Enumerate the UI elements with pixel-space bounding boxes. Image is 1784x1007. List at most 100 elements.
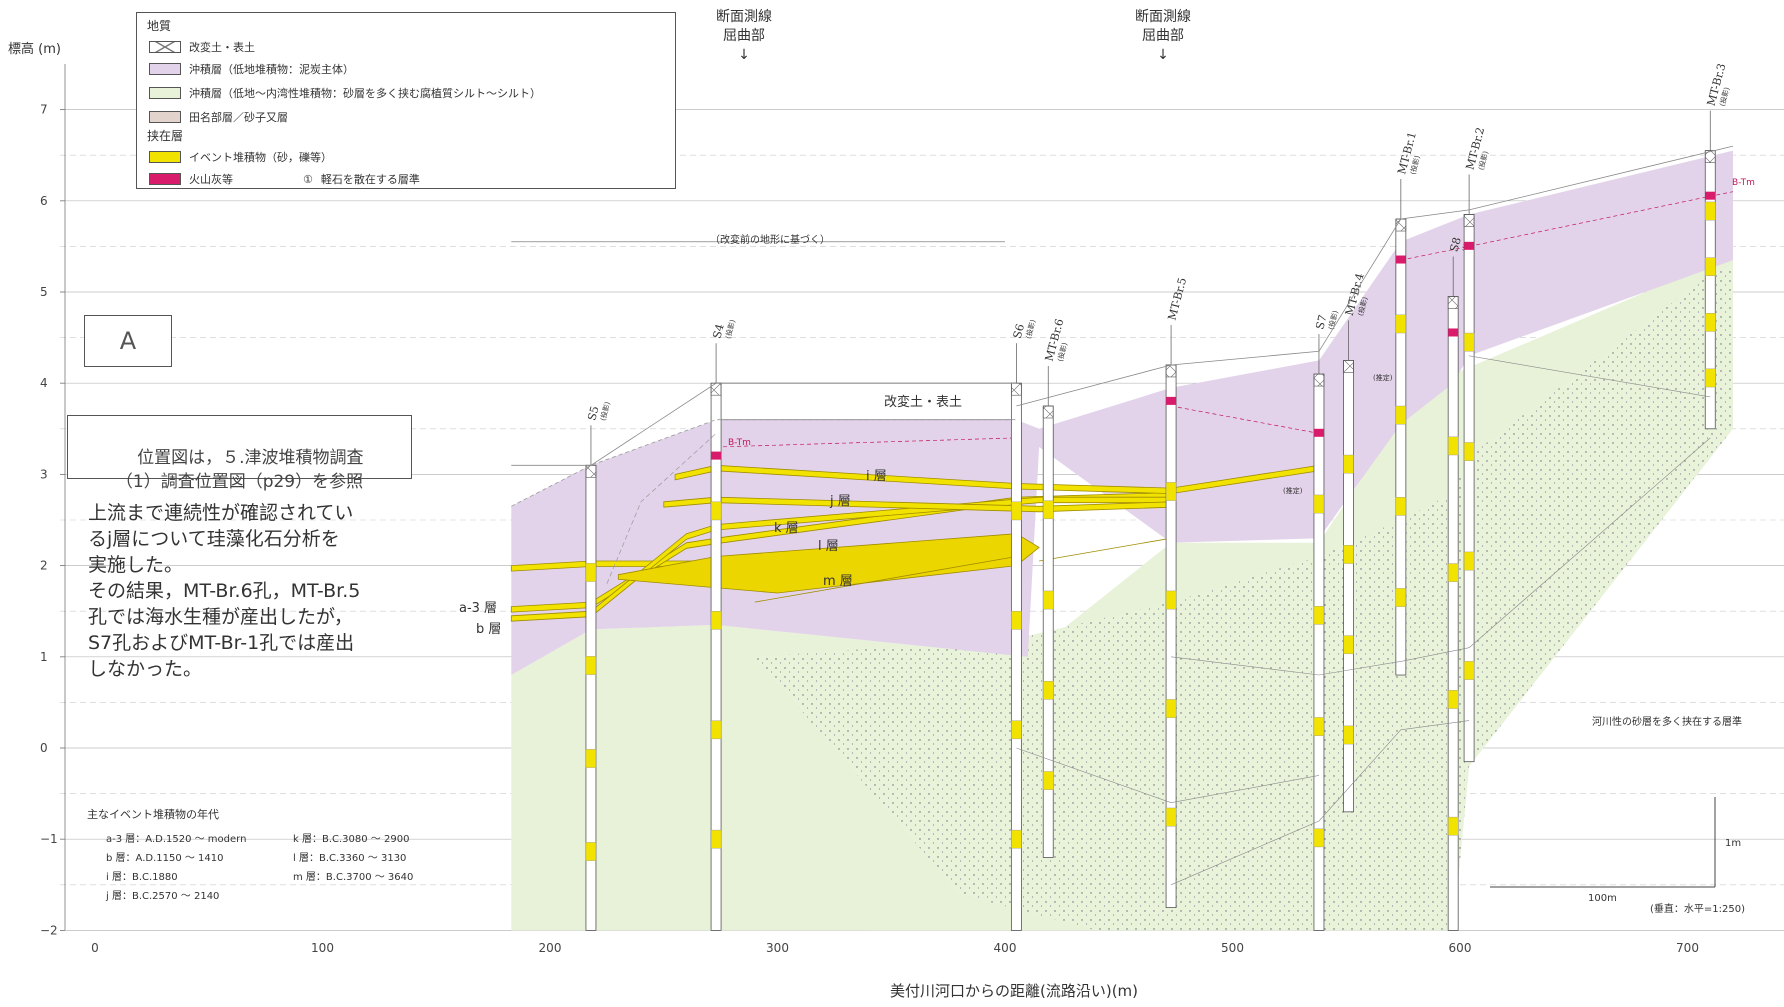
borehole-sand-segment [1313,828,1325,848]
borehole-sand-segment [1313,717,1325,736]
fill-swatch-icon [149,41,181,53]
diatom-analysis-note: 上流まで連続性が確認されてい るj層について珪藻化石分析を 実施した。 その結果… [88,502,361,680]
borehole-sand-segment [1705,368,1716,388]
borehole-sand-segment [1463,442,1475,461]
layer-label-a3: a-3 層 [459,601,498,616]
borehole-sand-segment [1343,545,1354,564]
layer-label-i: i 層 [866,469,887,484]
age-l: l 層：B.C.3360 〜 3130 [293,853,407,864]
borehole-label: S7 [1313,313,1329,330]
peat-top-line [511,419,1017,507]
borehole-sand-segment [1011,829,1022,849]
borehole-label: S6 [1011,323,1027,340]
event-layer-wedge [617,533,1040,594]
x-tick-label: 600 [1449,941,1472,955]
borehole-sand-segment [1313,605,1325,625]
borehole-fill-soil [1343,360,1354,373]
borehole-label: MT-Br.5 [1165,276,1189,321]
x-axis-label: 美付川河口からの距離(流路沿い)(m) [890,982,1139,1000]
age-m: m 層：B.C.3700 〜 3640 [293,872,414,883]
borehole-sand-segment [1395,405,1407,425]
scale-horizontal-label: 100m [1588,893,1617,904]
legend-label-tanabu: 田名部層／砂子又層 [189,111,288,124]
peat-layer [511,150,1733,676]
borehole-sand-segment [585,749,597,768]
borehole-sand-segment [585,842,597,861]
overlay-lines [511,145,1734,888]
borehole-sand-segment [585,563,597,582]
layer-label-k: k 層 [774,521,799,536]
legend-title-intercalated: 挟在層 [147,129,184,143]
tanabu-swatch-icon [149,111,181,123]
x-tick-label: 200 [539,941,562,955]
age-b: b 層：A.D.1150 〜 1410 [106,853,224,864]
y-tick-label: 2 [40,559,48,573]
legend-label-peat: 沖積層（低地堆積物：泥炭主体） [189,63,354,76]
geology-fills [511,150,1733,931]
fluvial-sand-note: 河川性の砂層を多く挟在する層準 [1592,717,1742,728]
borehole-label: S8 [1448,236,1464,253]
borehole-fill-soil [1447,296,1459,309]
fill-soil-label: 改変土・表土 [884,395,963,410]
layer-label-l: l 層 [818,539,839,554]
borehole-sand-segment [585,656,597,675]
ash-swatch-icon [149,173,181,185]
x-tick-label: 400 [994,941,1017,955]
pumice-symbol-icon: ① [303,172,313,186]
y-tick-label: 5 [40,285,48,299]
borehole-sand-segment [1043,771,1054,790]
btm-line-east [1400,191,1734,261]
borehole-sand-segment [1395,588,1407,607]
bend-marker-1: 断面測線 屈曲部 ↓ [716,9,772,63]
borehole-sand-segment [1343,725,1354,745]
silt-swatch-icon [149,87,181,99]
y-tick-label: −2 [40,923,58,937]
x-tick-label: 500 [1221,941,1244,955]
tentative-label-2: (推定) [1283,487,1303,495]
event-swatch-icon [149,151,181,163]
borehole-sand-segment [1165,590,1177,610]
y-tick-label: 1 [40,650,48,664]
borehole-fill-soil [1165,364,1177,378]
legend-label-event: イベント堆積物（砂，礫等） [189,151,332,164]
borehole-fill-soil [1313,373,1325,387]
y-tick-label: 4 [40,376,48,390]
borehole-ash-marker [1166,396,1177,405]
borehole-sand-segment [1447,436,1459,456]
borehole-sand-segment [710,720,722,740]
borehole-sand-segment [1705,313,1716,332]
borehole-sand-segment [710,611,722,630]
borehole-label: S4 [710,323,726,340]
borehole-sand-segment [1447,816,1459,836]
borehole-sand-segment [1165,807,1177,827]
borehole-fill-soil [1042,405,1054,419]
borehole-fill-soil [1011,382,1022,396]
location-note: 位置図は，５.津波堆積物調査 （1）調査位置図（p29）を参照 [115,448,364,492]
x-tick-label: 0 [91,941,99,955]
layer-label-m: m 層 [823,574,853,589]
age-j: j 層：B.C.2570 〜 2140 [106,891,220,902]
age-a3: a-3 層：A.D.1520 〜 modern [106,834,247,845]
legend-label-silt: 沖積層（低地〜内湾性堆積物：砂層を多く挟む腐植質シルト〜シルト） [189,87,541,100]
boreholes: S5(投影)S4(投影) S6(投影) MT-Br.6(投影)MT-Br.5S7(投… [585,62,1731,931]
borehole-sand-segment [1165,482,1177,501]
legend-item-tanabu: 田名部層／砂子又層 [149,109,288,125]
peat-inner-line [606,433,717,584]
correlation-line [1016,747,1320,804]
pre-modification-note: （改変前の地形に基づく） [710,235,830,246]
scale-vertical-label: 1m [1725,838,1742,849]
y-tick-label: −1 [40,832,58,846]
surface-line-east [1016,145,1734,407]
borehole-sand-segment [1043,590,1054,610]
layer-label-j: j 層 [830,494,851,509]
axis-ticks: 7 6 5 4 3 2 1 0 −1 −2 0 100 200 300 400 500 600 700 [40,64,1699,955]
legend-title-geology: 地質 [147,19,172,33]
borehole-sand-segment [1043,680,1054,700]
borehole-label: S5 [585,405,601,422]
borehole-sand-segment [710,829,722,849]
borehole-sand-segment [1705,257,1716,277]
borehole-fill-soil [1463,214,1475,227]
x-tick-label: 300 [766,941,789,955]
